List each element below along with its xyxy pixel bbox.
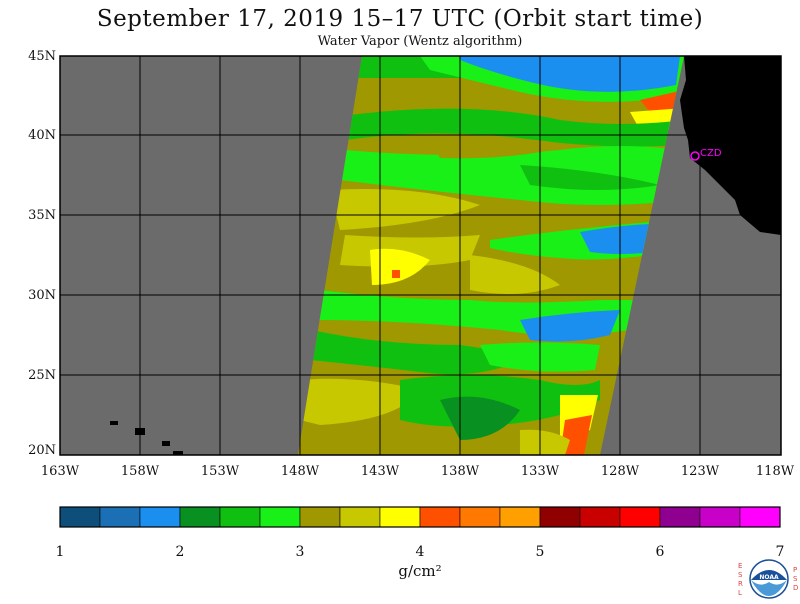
colorbar-tick-5: 5 xyxy=(535,544,545,560)
colorbar-segment xyxy=(619,506,661,528)
colorbar-segment xyxy=(739,506,781,528)
colorbar-segment xyxy=(219,506,261,528)
lat-label-45n: 45N xyxy=(28,49,56,64)
station-marker: CZD xyxy=(690,148,722,161)
colorbar-tick-6: 6 xyxy=(655,544,665,560)
colorbar-segment xyxy=(459,506,501,528)
station-label: CZD xyxy=(700,148,722,159)
colorbar-tick-4: 4 xyxy=(415,544,425,560)
noaa-logo-text: NOAA xyxy=(759,574,779,581)
logo-psd-letters: PSD xyxy=(793,566,799,592)
lon-label-133w: 133W xyxy=(520,464,560,479)
colorbar-units: g/cm² xyxy=(398,562,442,580)
colorbar-segment xyxy=(699,506,741,528)
page-subtitle: Water Vapor (Wentz algorithm) xyxy=(317,34,523,49)
lat-label-30n: 30N xyxy=(28,288,56,303)
lon-label-158w: 158W xyxy=(120,464,160,479)
colorbar-segment xyxy=(139,506,181,528)
lon-label-148w: 148W xyxy=(280,464,320,479)
colorbar-segment xyxy=(539,506,581,528)
lat-label-20n: 20N xyxy=(28,443,56,458)
colorbar-tick-7: 7 xyxy=(775,544,785,560)
colorbar-segment xyxy=(99,506,141,528)
lon-label-163w: 163W xyxy=(40,464,80,479)
colorbar-segment xyxy=(59,506,101,528)
colorbar-segment xyxy=(259,506,301,528)
colorbar-tick-2: 2 xyxy=(175,544,185,560)
lat-label-25n: 25N xyxy=(28,368,56,383)
noaa-emblem-icon: NOAA xyxy=(749,559,789,599)
colorbar-segment xyxy=(179,506,221,528)
colorbar-segment xyxy=(579,506,621,528)
lat-label-40n: 40N xyxy=(28,128,56,143)
colorbar-segment xyxy=(659,506,701,528)
colorbar-tick-3: 3 xyxy=(295,544,305,560)
page-title: September 17, 2019 15–17 UTC (Orbit star… xyxy=(96,6,704,32)
colorbar-frame xyxy=(59,506,781,528)
colorbar-segment xyxy=(299,506,341,528)
lat-label-35n: 35N xyxy=(28,208,56,223)
lon-label-143w: 143W xyxy=(360,464,400,479)
graticule xyxy=(60,56,781,455)
lon-label-138w: 138W xyxy=(440,464,480,479)
lon-label-128w: 128W xyxy=(600,464,640,479)
noaa-logo: NOAA ESRL PSD xyxy=(738,558,800,600)
colorbar-segment xyxy=(419,506,461,528)
map-frame xyxy=(59,55,782,456)
colorbar xyxy=(59,506,781,528)
land-california xyxy=(680,56,781,235)
colorbar-segment xyxy=(339,506,381,528)
colorbar-segment xyxy=(499,506,541,528)
lon-label-118w: 118W xyxy=(755,464,795,479)
colorbar-segment xyxy=(379,506,421,528)
colorbar-tick-1: 1 xyxy=(55,544,65,560)
logo-esrl-letters: ESRL xyxy=(738,562,743,597)
lon-label-123w: 123W xyxy=(680,464,720,479)
lon-label-153w: 153W xyxy=(200,464,240,479)
